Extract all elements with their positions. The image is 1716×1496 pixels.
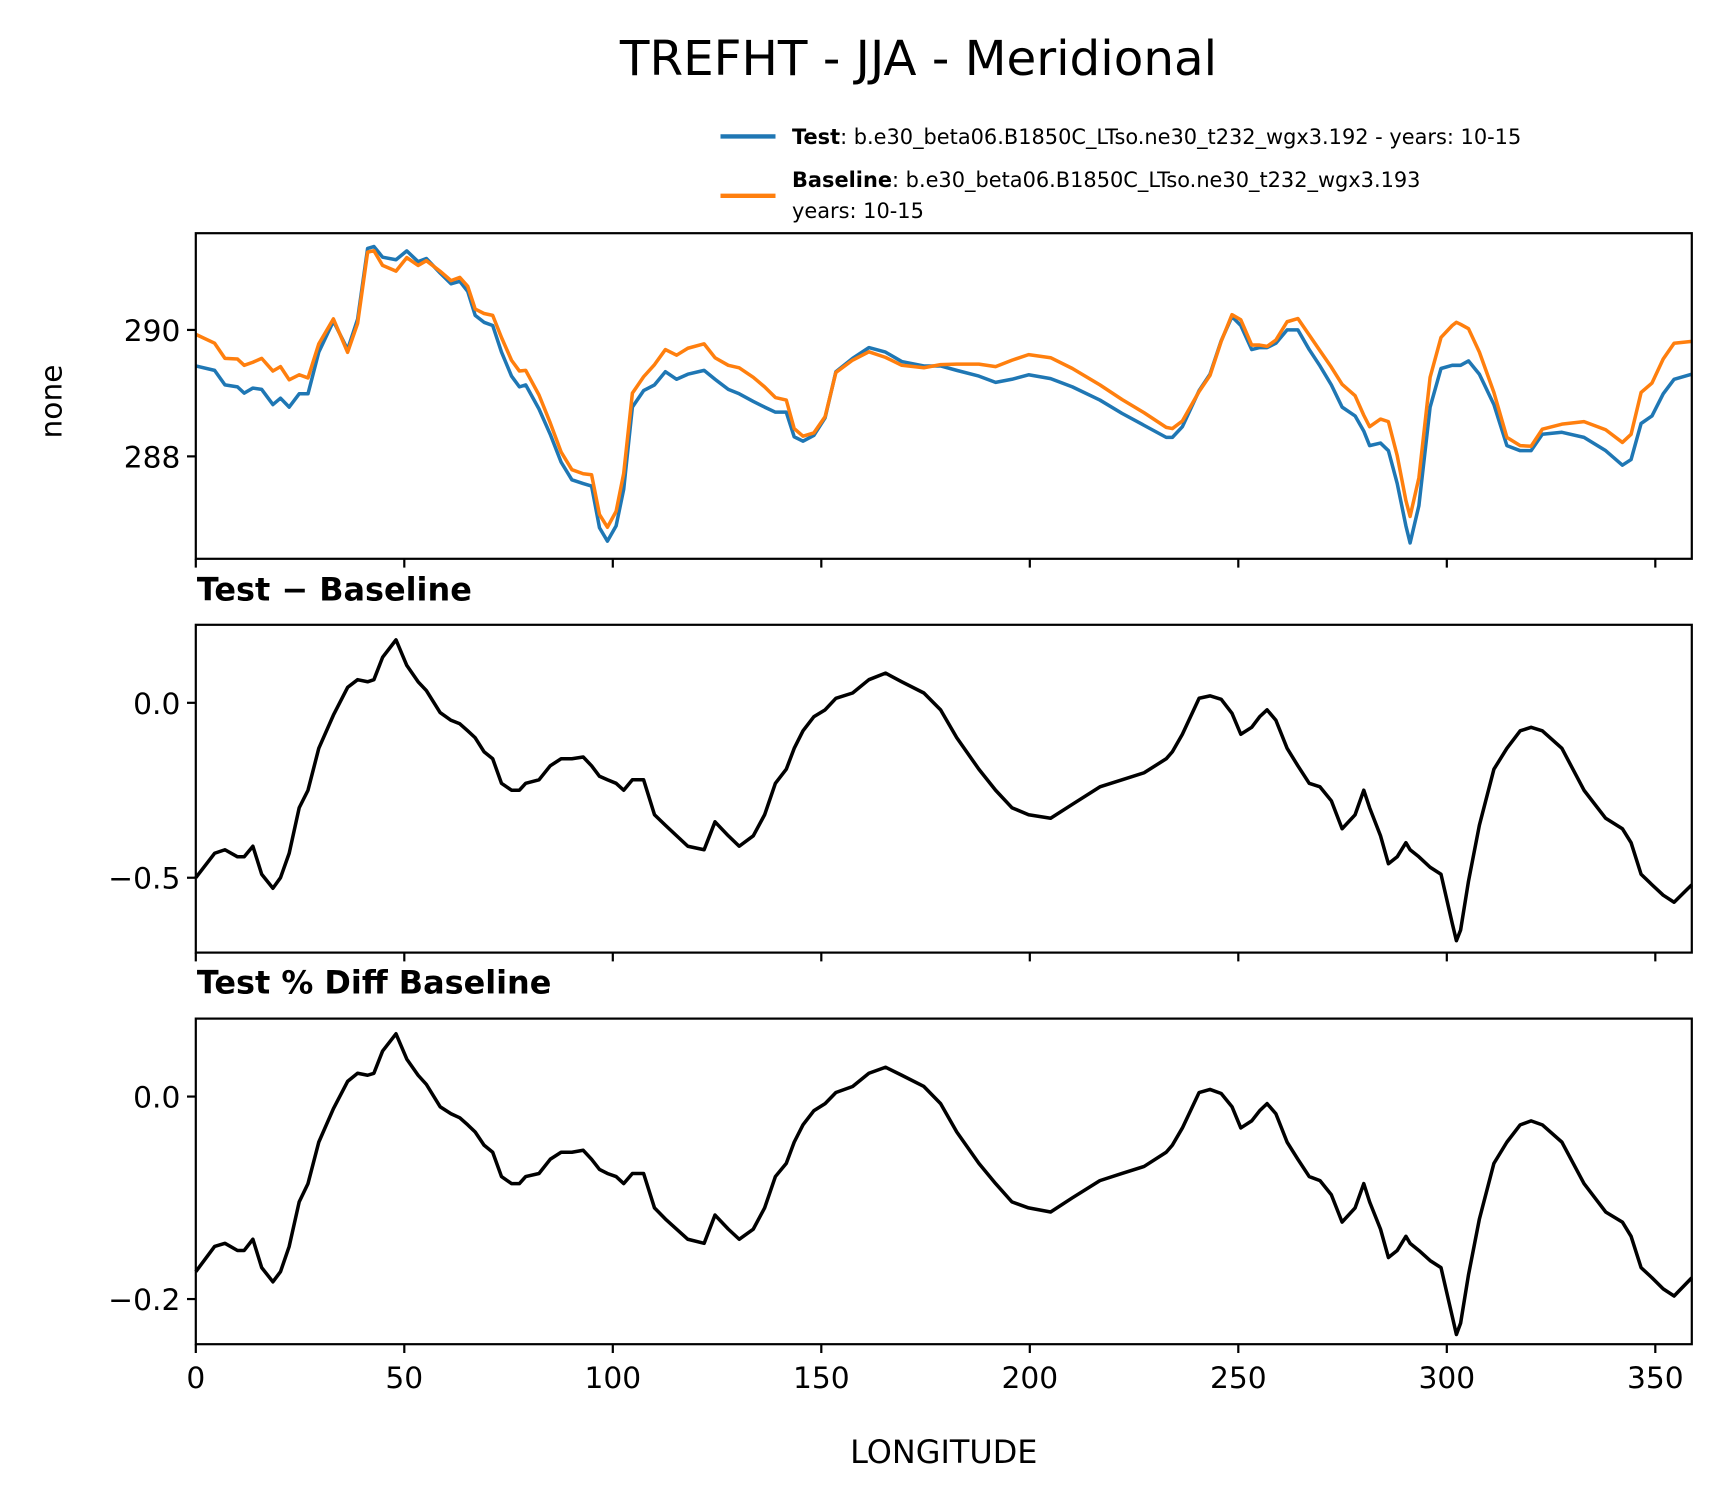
temperature-panel-frame bbox=[194, 232, 1693, 560]
xtick-label: 250 bbox=[1210, 1361, 1267, 1396]
legend-baseline-name: Baseline bbox=[792, 168, 892, 192]
xtick-label: 150 bbox=[793, 1361, 850, 1396]
svg-text:Test: b.e30_beta06.B1850C_LTso: Test: b.e30_beta06.B1850C_LTso.ne30_t232… bbox=[792, 125, 1521, 150]
y-axis-label: none bbox=[35, 364, 70, 438]
difference-panel-ytick-label: 0.0 bbox=[133, 687, 180, 722]
difference-panel-ytick-label: −0.5 bbox=[108, 862, 180, 897]
percent-diff-panel-series-test-diff-baseline bbox=[194, 1032, 1694, 1337]
legend-baseline-desc: : b.e30_beta06.B1850C_LTso.ne30_t232_wgx… bbox=[892, 168, 1420, 193]
svg-text:Baseline: b.e30_beta06.B1850C_: Baseline: b.e30_beta06.B1850C_LTso.ne30_… bbox=[792, 168, 1420, 193]
xtick-label: 300 bbox=[1418, 1361, 1475, 1396]
percent-diff-panel-ytick-label: −0.2 bbox=[108, 1283, 180, 1318]
legend-baseline-years: years: 10-15 bbox=[792, 199, 924, 223]
temperature-panel-ytick-label: 288 bbox=[124, 440, 181, 475]
x-axis-label: LONGITUDE bbox=[850, 1433, 1037, 1471]
xtick-label: 200 bbox=[1001, 1361, 1058, 1396]
percent-diff-panel-frame bbox=[194, 1017, 1693, 1346]
legend: Test: b.e30_beta06.B1850C_LTso.ne30_t232… bbox=[720, 125, 1521, 223]
figure-title: TREFHT - JJA - Meridional bbox=[619, 31, 1217, 87]
temperature-panel-ytick-label: 290 bbox=[124, 314, 181, 349]
xtick-label: 100 bbox=[584, 1361, 641, 1396]
percent-diff-panel-ytick-label: 0.0 bbox=[133, 1081, 180, 1116]
panel-title-percent-diff: Test % Diff Baseline bbox=[197, 963, 552, 1001]
xtick-label: 350 bbox=[1627, 1361, 1684, 1396]
difference-panel-series-test-baseline bbox=[194, 638, 1694, 943]
legend-test-desc: : b.e30_beta06.B1850C_LTso.ne30_t232_wgx… bbox=[840, 125, 1521, 150]
temperature-panel-series-test bbox=[195, 244, 1693, 545]
xtick-label: 0 bbox=[186, 1361, 205, 1396]
xtick-label: 50 bbox=[385, 1361, 423, 1396]
legend-test-name: Test bbox=[792, 125, 840, 149]
temperature-panel-series-baseline bbox=[195, 248, 1692, 529]
panel-title-difference: Test − Baseline bbox=[197, 571, 472, 609]
difference-panel-frame bbox=[194, 623, 1693, 954]
